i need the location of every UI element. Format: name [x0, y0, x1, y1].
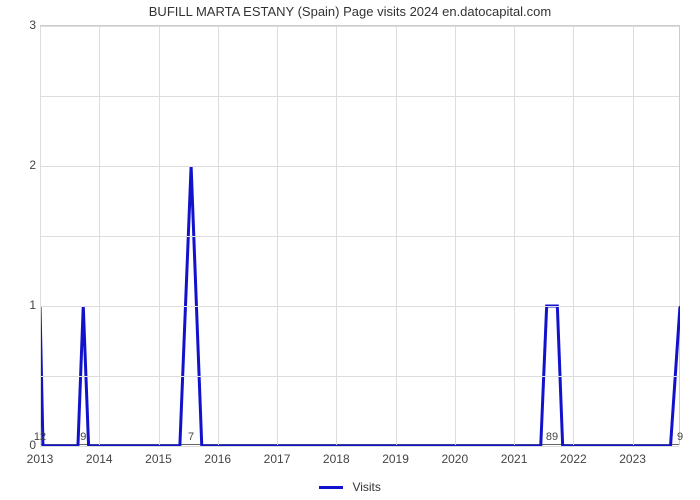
- grid-line-h: [40, 166, 679, 167]
- x-tick-label: 2021: [501, 452, 528, 466]
- data-point-label: 12: [34, 431, 46, 443]
- data-point-label: 89: [546, 431, 558, 443]
- visits-chart: BUFILL MARTA ESTANY (Spain) Page visits …: [0, 0, 700, 500]
- x-tick-label: 2017: [264, 452, 291, 466]
- y-tick-label: 3: [29, 18, 36, 32]
- x-tick-label: 2015: [145, 452, 172, 466]
- grid-line-h: [40, 446, 679, 447]
- x-tick-label: 2019: [382, 452, 409, 466]
- legend: Visits: [0, 478, 700, 496]
- chart-title: BUFILL MARTA ESTANY (Spain) Page visits …: [0, 4, 700, 19]
- grid-line-v: [99, 26, 100, 445]
- x-tick-label: 2022: [560, 452, 587, 466]
- x-tick-label: 2014: [86, 452, 113, 466]
- plot-area: [40, 25, 680, 445]
- grid-line-v: [218, 26, 219, 445]
- grid-line-v: [396, 26, 397, 445]
- grid-line-h: [40, 376, 679, 377]
- grid-line-h: [40, 96, 679, 97]
- grid-line-v: [277, 26, 278, 445]
- legend-item-visits: Visits: [319, 480, 381, 494]
- x-tick-label: 2023: [619, 452, 646, 466]
- x-tick-label: 2013: [27, 452, 54, 466]
- data-point-label: 9: [80, 431, 86, 443]
- grid-line-v: [514, 26, 515, 445]
- data-point-label: 9: [677, 431, 683, 443]
- grid-line-v: [633, 26, 634, 445]
- grid-line-v: [336, 26, 337, 445]
- x-tick-label: 2018: [323, 452, 350, 466]
- legend-swatch: [319, 486, 343, 489]
- x-tick-label: 2016: [204, 452, 231, 466]
- legend-label: Visits: [352, 480, 380, 494]
- grid-line-v: [159, 26, 160, 445]
- data-point-label: 7: [188, 431, 194, 443]
- grid-line-h: [40, 236, 679, 237]
- grid-line-h: [40, 26, 679, 27]
- x-tick-label: 2020: [441, 452, 468, 466]
- grid-line-v: [573, 26, 574, 445]
- y-tick-label: 1: [29, 298, 36, 312]
- grid-line-v: [40, 26, 41, 445]
- grid-line-h: [40, 306, 679, 307]
- grid-line-v: [455, 26, 456, 445]
- y-tick-label: 2: [29, 158, 36, 172]
